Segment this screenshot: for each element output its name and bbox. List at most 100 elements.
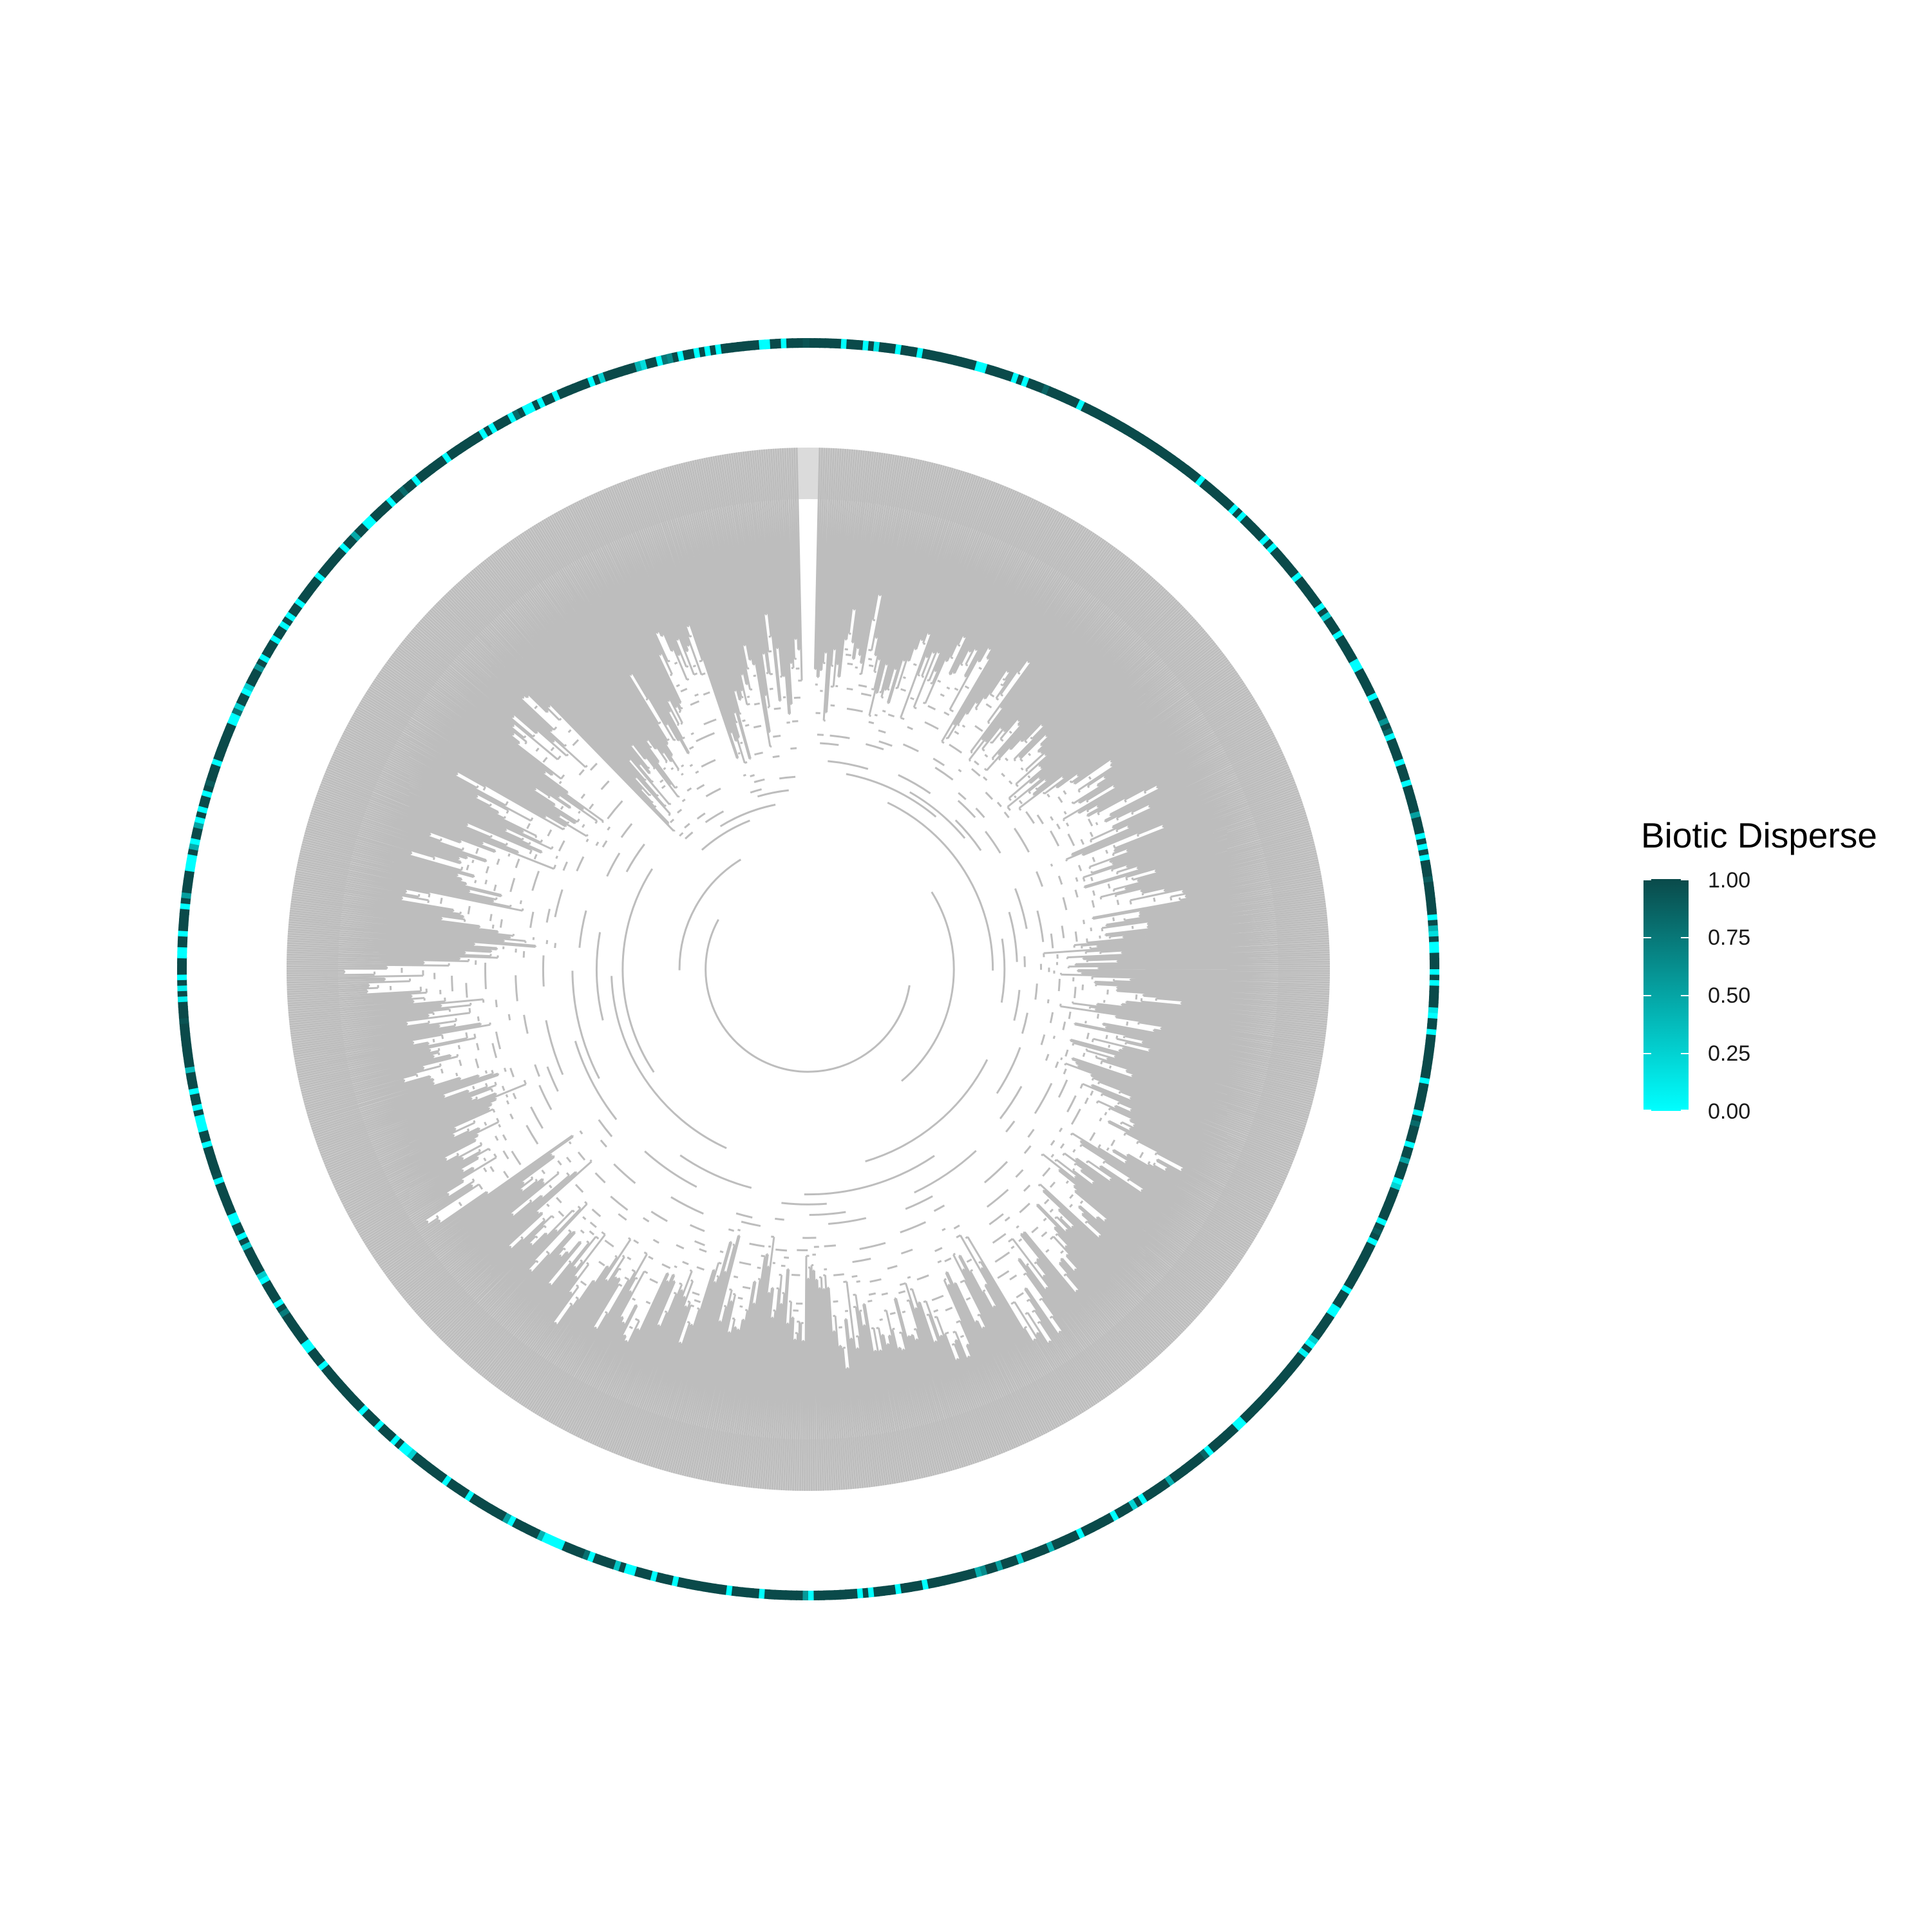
legend-label-2: 0.75: [1708, 925, 1751, 950]
ring-segment: [320, 1363, 332, 1375]
ring-segment: [555, 1539, 565, 1551]
ring-segment: [1258, 1393, 1270, 1405]
ring-segment: [473, 430, 485, 442]
ring-segment: [310, 1350, 322, 1363]
legend-label-4: 0.25: [1708, 1041, 1751, 1066]
ring-segment: [1357, 672, 1369, 684]
ring-segment: [1376, 712, 1388, 723]
ring-segment: [272, 629, 285, 640]
ring-segment: [1041, 384, 1051, 396]
ring-segment: [1142, 437, 1153, 449]
ring-segment: [1169, 455, 1180, 468]
ring-segment: [342, 1388, 354, 1400]
ring-segment: [284, 1316, 296, 1327]
ring-segment: [1164, 452, 1176, 464]
ring-segment: [1294, 1352, 1306, 1363]
ring-segment: [1427, 914, 1438, 922]
ring-segment: [240, 1240, 252, 1251]
ring-segment: [381, 499, 393, 511]
ring-segment: [1273, 551, 1285, 563]
legend-label-3: 0.50: [1708, 983, 1751, 1008]
ring-segment: [819, 338, 826, 348]
ring-segment: [1370, 1227, 1383, 1237]
ring-segment: [1215, 1434, 1227, 1446]
ring-segment: [759, 339, 766, 350]
ring-segment: [540, 1531, 551, 1544]
ring-segment: [468, 1492, 479, 1505]
ring-segment: [1430, 963, 1440, 971]
ring-segment: [178, 1016, 189, 1025]
ring-segment: [450, 445, 462, 457]
ring-segment: [1429, 990, 1439, 998]
ring-segment: [1090, 406, 1101, 419]
ring-segment: [336, 545, 348, 558]
ring-segment: [1303, 1339, 1316, 1350]
ring-segment: [179, 1022, 190, 1030]
ring-segment: [511, 408, 523, 421]
ring-segment: [233, 1226, 245, 1236]
ring-segment: [353, 1400, 365, 1412]
ring-segment: [177, 984, 187, 992]
ring-segment: [231, 706, 243, 717]
ring-segment: [321, 562, 333, 574]
ring-segment: [450, 1481, 461, 1493]
ring-segment: [1314, 602, 1326, 614]
ring-segment: [764, 339, 772, 350]
ring-segment: [285, 611, 297, 622]
ring-segment: [362, 518, 374, 530]
ring-segment: [307, 1346, 319, 1358]
ring-segment: [238, 1235, 250, 1246]
ring-segment: [1366, 1236, 1378, 1247]
ring-segment: [267, 1288, 279, 1299]
ring-segment: [427, 1464, 439, 1477]
ring-segment: [1075, 399, 1086, 412]
ring-segment: [227, 1211, 238, 1221]
ring-segment: [300, 1338, 312, 1349]
ring-segment: [511, 1517, 522, 1530]
ring-segment: [791, 338, 799, 348]
ring-segment: [1346, 654, 1358, 665]
ring-segment: [178, 1011, 189, 1019]
ring-segment: [1132, 1496, 1143, 1508]
ring-segment: [234, 701, 246, 712]
ring-segment: [386, 495, 397, 507]
ring-segment: [1307, 1334, 1319, 1346]
trait-ring: [176, 337, 1440, 1601]
ring-segment: [1220, 497, 1232, 509]
ring-segment: [1219, 1431, 1231, 1443]
ring-segment: [1428, 920, 1438, 927]
ring-segment: [225, 721, 237, 732]
ring-segment: [422, 1461, 435, 1473]
ring-segment: [440, 1474, 452, 1486]
ring-segment: [377, 1423, 389, 1435]
ring-segment: [1322, 1312, 1335, 1323]
ring-segment: [1159, 1478, 1171, 1490]
ring-segment: [259, 652, 271, 663]
ring-segment: [294, 597, 307, 609]
ring-segment: [381, 1426, 393, 1439]
ring-segment: [1351, 1265, 1363, 1276]
ring-segment: [297, 1333, 309, 1345]
ring-segment: [1276, 1372, 1289, 1385]
ring-segment: [279, 620, 291, 631]
ring-segment: [1104, 414, 1115, 426]
ring-segment: [1343, 1280, 1355, 1291]
ring-segment: [1251, 527, 1264, 538]
ring-segment: [768, 1589, 776, 1600]
ring-segment: [328, 554, 340, 566]
ring-segment: [229, 711, 242, 722]
ring-segment: [1338, 639, 1350, 650]
ring-segment: [1199, 478, 1211, 491]
ring-segment: [178, 923, 189, 932]
ring-segment: [1070, 1530, 1080, 1542]
ring-segment: [526, 401, 537, 413]
ring-segment: [1056, 390, 1066, 402]
ring-segment: [1050, 1539, 1060, 1551]
ring-segment: [1371, 702, 1383, 713]
ring-segment: [846, 339, 854, 350]
ring-segment: [270, 634, 282, 645]
ring-segment: [1211, 1438, 1222, 1450]
ring-segment: [177, 956, 187, 964]
ring-segment: [1343, 649, 1356, 660]
ring-segment: [1211, 489, 1224, 501]
